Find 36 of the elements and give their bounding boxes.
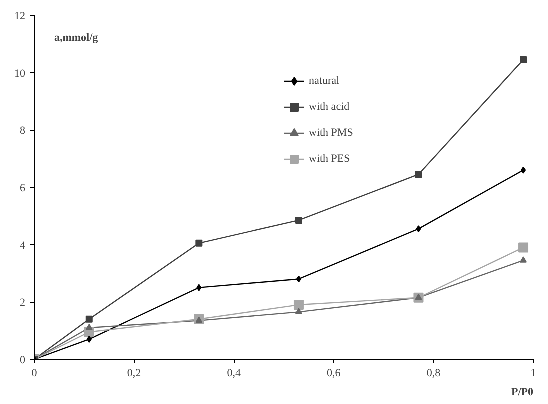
point: [415, 171, 422, 178]
point: [296, 276, 302, 283]
y-tick-label: 2: [20, 297, 26, 310]
x-tick-label: 0: [32, 368, 38, 380]
y-axis-title: a,mmol/g: [54, 32, 99, 44]
point: [196, 240, 203, 247]
point: [295, 308, 302, 314]
y-tick-label: 12: [14, 10, 26, 22]
point: [86, 336, 92, 343]
point: [416, 226, 422, 233]
point: [520, 256, 528, 263]
x-tick-label: 1: [530, 368, 536, 380]
y-tick-label: 8: [20, 125, 26, 138]
x-tick-label: 0,6: [327, 368, 342, 380]
y-tick-label: 4: [20, 240, 26, 252]
point: [294, 300, 304, 310]
point: [521, 166, 526, 174]
legend-label: with PES: [309, 153, 350, 165]
legend-label: with acid: [309, 101, 350, 113]
x-tick-label: 0,2: [127, 368, 142, 380]
point: [520, 56, 528, 64]
point: [415, 294, 422, 300]
point: [196, 316, 203, 324]
point: [295, 216, 302, 224]
legend-label: with PMS: [309, 127, 354, 139]
x-tick-label: 0,8: [426, 368, 442, 380]
point: [196, 284, 202, 292]
point: [86, 324, 93, 330]
y-tick-label: 10: [14, 68, 26, 80]
y-tick-label: 6: [20, 182, 26, 194]
point: [518, 242, 529, 253]
legend-label: natural: [309, 75, 340, 87]
point: [86, 316, 93, 323]
x-tick-label: 0,4: [227, 368, 242, 380]
x-axis-title: P/P0: [512, 386, 534, 398]
y-tick-label: 0: [20, 354, 26, 366]
